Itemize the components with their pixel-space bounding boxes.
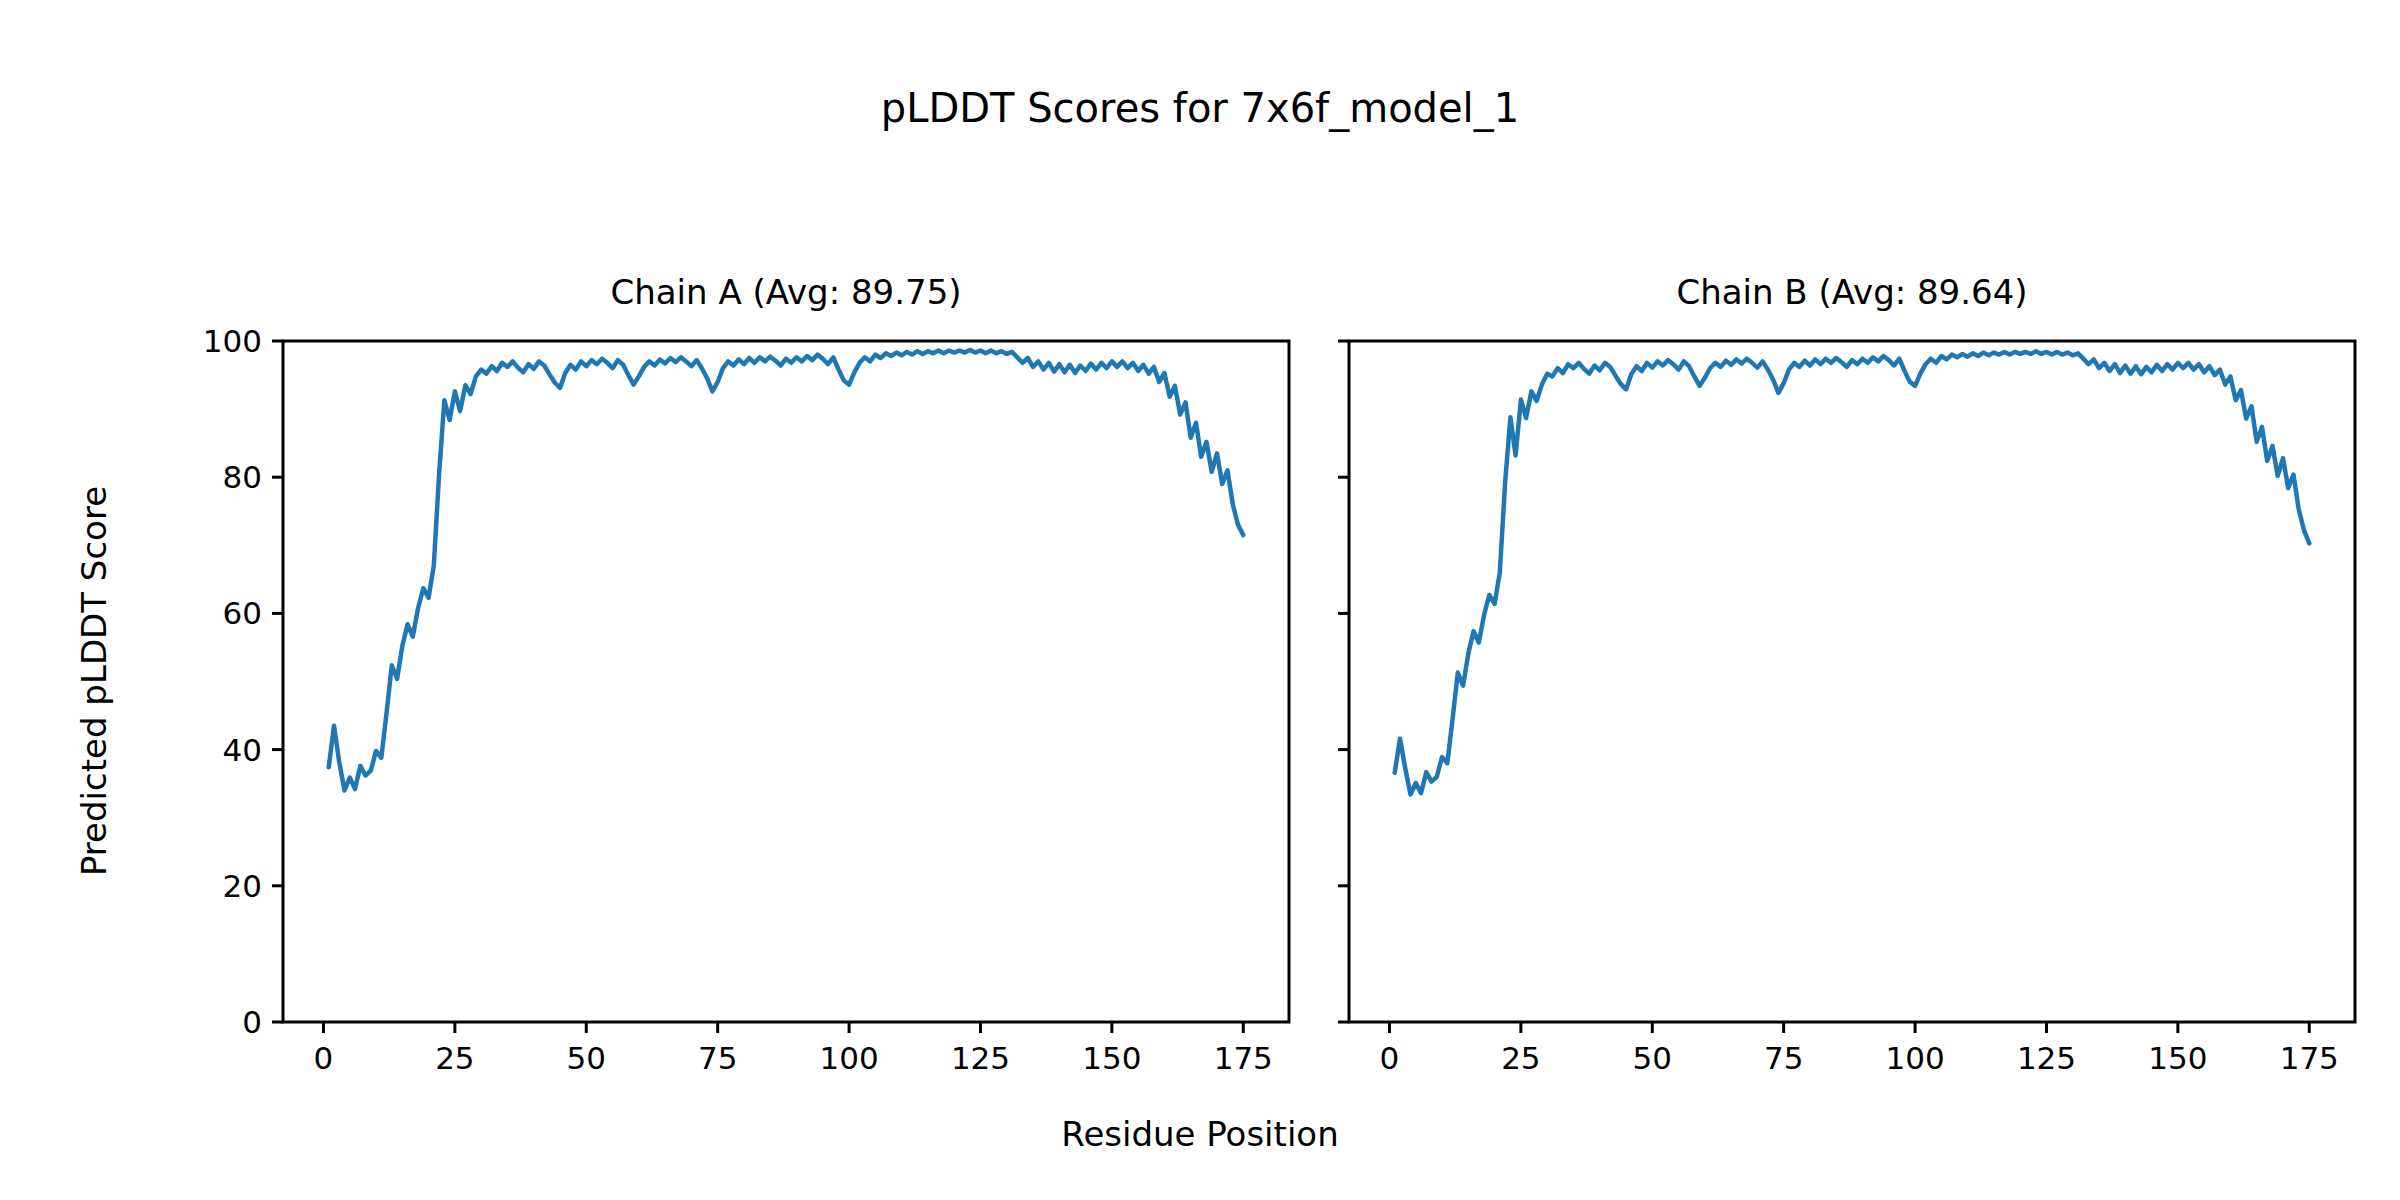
y-tick-label: 60	[223, 595, 262, 631]
subplot-chain-b: 0 25 50 75 100 125 150 175	[1338, 341, 2355, 1076]
x-tick-label: 175	[2280, 1040, 2339, 1076]
x-tick-label: 75	[1764, 1040, 1803, 1076]
axes-frame	[283, 341, 1289, 1022]
y-tick-label: 40	[223, 732, 262, 768]
x-tick-label: 0	[314, 1040, 334, 1076]
x-tick-label: 150	[1082, 1040, 1141, 1076]
x-tick-label: 100	[819, 1040, 878, 1076]
y-tick-label: 80	[223, 459, 262, 495]
plddt-line	[329, 350, 1244, 791]
y-tick-label: 20	[223, 868, 262, 904]
y-axis-label: Predicted pLDDT Score	[76, 486, 113, 876]
x-tick-label: 125	[951, 1040, 1010, 1076]
y-tick-label: 100	[203, 323, 262, 359]
x-tick-label: 125	[2017, 1040, 2076, 1076]
x-tick-label: 75	[698, 1040, 737, 1076]
plddt-line	[1395, 351, 2310, 794]
plddt-plots-canvas: 0 25 50 75 100 125 150 175 0 20 40 60 80 100 0 25 50 75 10…	[0, 0, 2400, 1200]
x-tick-label: 175	[1214, 1040, 1273, 1076]
subplot-title-chain-b: Chain B (Avg: 89.64)	[1349, 274, 2355, 311]
x-tick-label: 0	[1380, 1040, 1400, 1076]
x-tick-label: 50	[567, 1040, 606, 1076]
x-tick-label: 25	[1501, 1040, 1540, 1076]
plddt-figure: 0 25 50 75 100 125 150 175 0 20 40 60 80 100 0 25 50 75 10…	[0, 0, 2400, 1200]
x-tick-label: 150	[2148, 1040, 2207, 1076]
figure-title: pLDDT Scores for 7x6f_model_1	[0, 86, 2400, 130]
subplot-title-chain-a: Chain A (Avg: 89.75)	[283, 274, 1289, 311]
x-tick-label: 100	[1885, 1040, 1944, 1076]
y-tick-label: 0	[242, 1004, 262, 1040]
subplot-chain-a: 0 25 50 75 100 125 150 175 0 20 40 60 80 100	[203, 323, 1289, 1076]
axes-frame	[1349, 341, 2355, 1022]
x-axis-label: Residue Position	[0, 1116, 2400, 1153]
x-tick-label: 50	[1633, 1040, 1672, 1076]
x-tick-label: 25	[435, 1040, 474, 1076]
